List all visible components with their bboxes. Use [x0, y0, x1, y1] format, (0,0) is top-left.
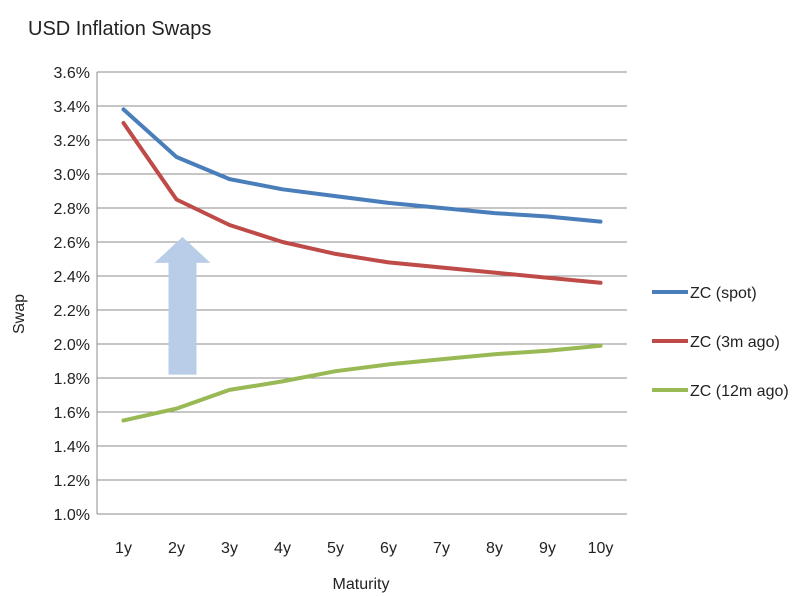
y-tick-label: 1.2%	[54, 473, 90, 490]
y-tick-label: 3.4%	[54, 99, 90, 116]
y-tick-label: 3.2%	[54, 133, 90, 150]
series-line-1	[121, 121, 603, 285]
y-tick-label: 2.2%	[54, 303, 90, 320]
y-tick-label: 2.6%	[54, 235, 90, 252]
x-tick-label: 3y	[221, 540, 238, 557]
y-tick-label: 2.4%	[54, 269, 90, 286]
y-tick-label: 2.8%	[54, 201, 90, 218]
y-axis-label: Swap	[11, 294, 28, 334]
x-tick-label: 7y	[433, 540, 450, 557]
y-axis-ticks: 1.0% 1.2% 1.4% 1.6% 1.8% 2.0% 2.2% 2.4% 2.6% 2.8%…	[54, 65, 90, 524]
x-tick-label: 5y	[327, 540, 344, 557]
series	[121, 107, 603, 423]
legend: ZC (spot) ZC (3m ago) ZC (12m ago)	[652, 285, 789, 400]
series-line-0	[121, 107, 603, 224]
legend-label: ZC (spot)	[690, 285, 757, 302]
x-tick-label: 4y	[274, 540, 291, 557]
x-tick-label: 1y	[115, 540, 132, 557]
y-tick-label: 1.0%	[54, 507, 90, 524]
chart-title: USD Inflation Swaps	[28, 18, 211, 40]
y-tick-label: 1.8%	[54, 371, 90, 388]
y-tick-label: 3.0%	[54, 167, 90, 184]
legend-label: ZC (3m ago)	[690, 334, 780, 351]
y-tick-label: 2.0%	[54, 337, 90, 354]
up-arrow-icon	[154, 236, 211, 375]
annotation	[154, 236, 211, 375]
x-tick-label: 9y	[539, 540, 556, 557]
y-tick-label: 3.6%	[54, 65, 90, 82]
x-axis-ticks: 1y 2y 3y 4y 5y 6y 7y 8y 9y 10y	[115, 540, 613, 557]
x-tick-label: 6y	[380, 540, 397, 557]
x-tick-label: 10y	[588, 540, 614, 557]
y-tick-label: 1.6%	[54, 405, 90, 422]
x-tick-label: 2y	[168, 540, 185, 557]
legend-label: ZC (12m ago)	[690, 383, 789, 400]
x-axis-label: Maturity	[333, 576, 390, 593]
series-line-2	[121, 343, 603, 423]
x-tick-label: 8y	[486, 540, 503, 557]
y-tick-label: 1.4%	[54, 439, 90, 456]
